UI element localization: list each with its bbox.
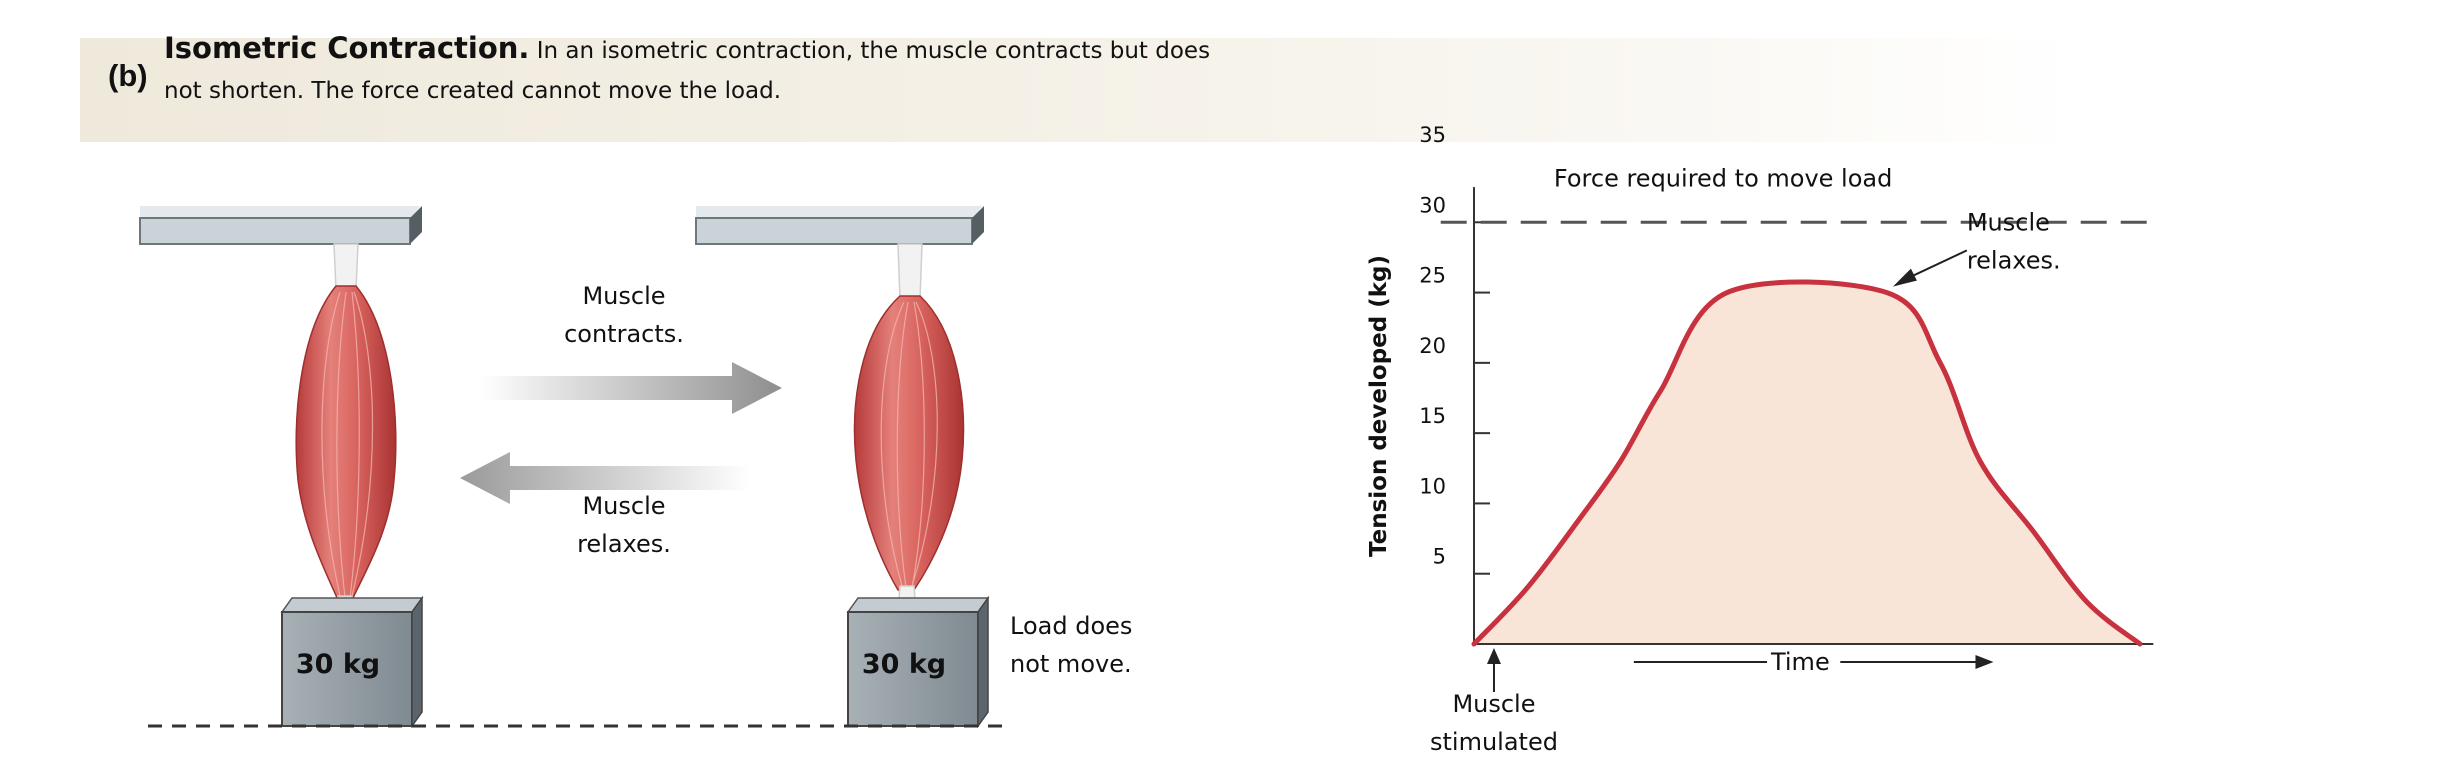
- time-axis-indicator: Time: [1633, 648, 1994, 676]
- stimulated-label-line1: Muscle: [1452, 690, 1535, 718]
- chart-relaxes-label-line2: relaxes.: [1967, 246, 2061, 274]
- x-axis-label: Time: [1770, 648, 1830, 676]
- relaxes-arrow: [1906, 249, 1968, 280]
- y-tick-label: 15: [1419, 404, 1446, 428]
- stimulated-arrowhead: [1486, 648, 1501, 664]
- load-block-left: 30 kg: [280, 595, 424, 729]
- support-bar-left: [139, 206, 422, 245]
- relaxes-arrow: [460, 452, 750, 504]
- relaxes-annotation: Muscle relaxes.: [1892, 208, 2061, 287]
- relaxes-label-line1: Muscle: [582, 492, 665, 520]
- tendon-top-right: [897, 243, 923, 301]
- load-block-right: 30 kg: [846, 595, 990, 729]
- load-label-right: 30 kg: [862, 649, 946, 680]
- muscle-right: [853, 295, 965, 591]
- time-arrowhead: [1975, 655, 1994, 669]
- right-muscle-assembly: 30 kg: [695, 206, 990, 729]
- tension-area: [1474, 281, 2140, 644]
- header-band: [80, 38, 2080, 142]
- y-tick-label: 35: [1419, 123, 1446, 147]
- tendon-top-left: [333, 243, 359, 291]
- y-tick-label: 10: [1419, 474, 1446, 498]
- y-tick-label: 5: [1433, 545, 1446, 569]
- caption-title: Isometric Contraction.: [164, 31, 530, 65]
- contracts-label-line2: contracts.: [564, 320, 684, 348]
- support-bar-right: [695, 206, 984, 245]
- contracts-label-line1: Muscle: [582, 282, 665, 310]
- y-tick-label: 20: [1419, 334, 1446, 358]
- y-tick-label: 25: [1419, 264, 1446, 288]
- threshold-label: Force required to move load: [1554, 164, 1892, 192]
- panel-letter: (b): [108, 58, 148, 93]
- y-tick-label: 30: [1419, 193, 1446, 217]
- contracts-arrow: [480, 362, 782, 414]
- load-note-line1: Load does: [1010, 612, 1132, 640]
- relaxes-label-line2: relaxes.: [577, 530, 671, 558]
- muscle-left: [295, 285, 397, 601]
- relaxes-arrowhead: [1892, 268, 1917, 287]
- caption: Isometric Contraction. In an isometric c…: [164, 28, 1224, 111]
- y-axis: 5 10 15 20 25 30 35: [1419, 123, 1490, 644]
- tension-line: [1471, 279, 2143, 647]
- y-axis-label: Tension developed (kg): [1366, 255, 1392, 557]
- stimulated-annotation: Muscle stimulated: [1430, 648, 1558, 756]
- load-note-line2: not move.: [1010, 650, 1132, 678]
- tension-chart: 5 10 15 20 25 30 35 Force required to move loa…: [1366, 123, 2154, 756]
- stimulated-label-line2: stimulated: [1430, 728, 1558, 756]
- caption-description: In an isometric contraction, the muscle …: [164, 38, 1211, 104]
- left-muscle-assembly: 30 kg: [139, 206, 424, 729]
- load-label-left: 30 kg: [296, 649, 380, 680]
- chart-relaxes-label-line1: Muscle: [1967, 208, 2050, 236]
